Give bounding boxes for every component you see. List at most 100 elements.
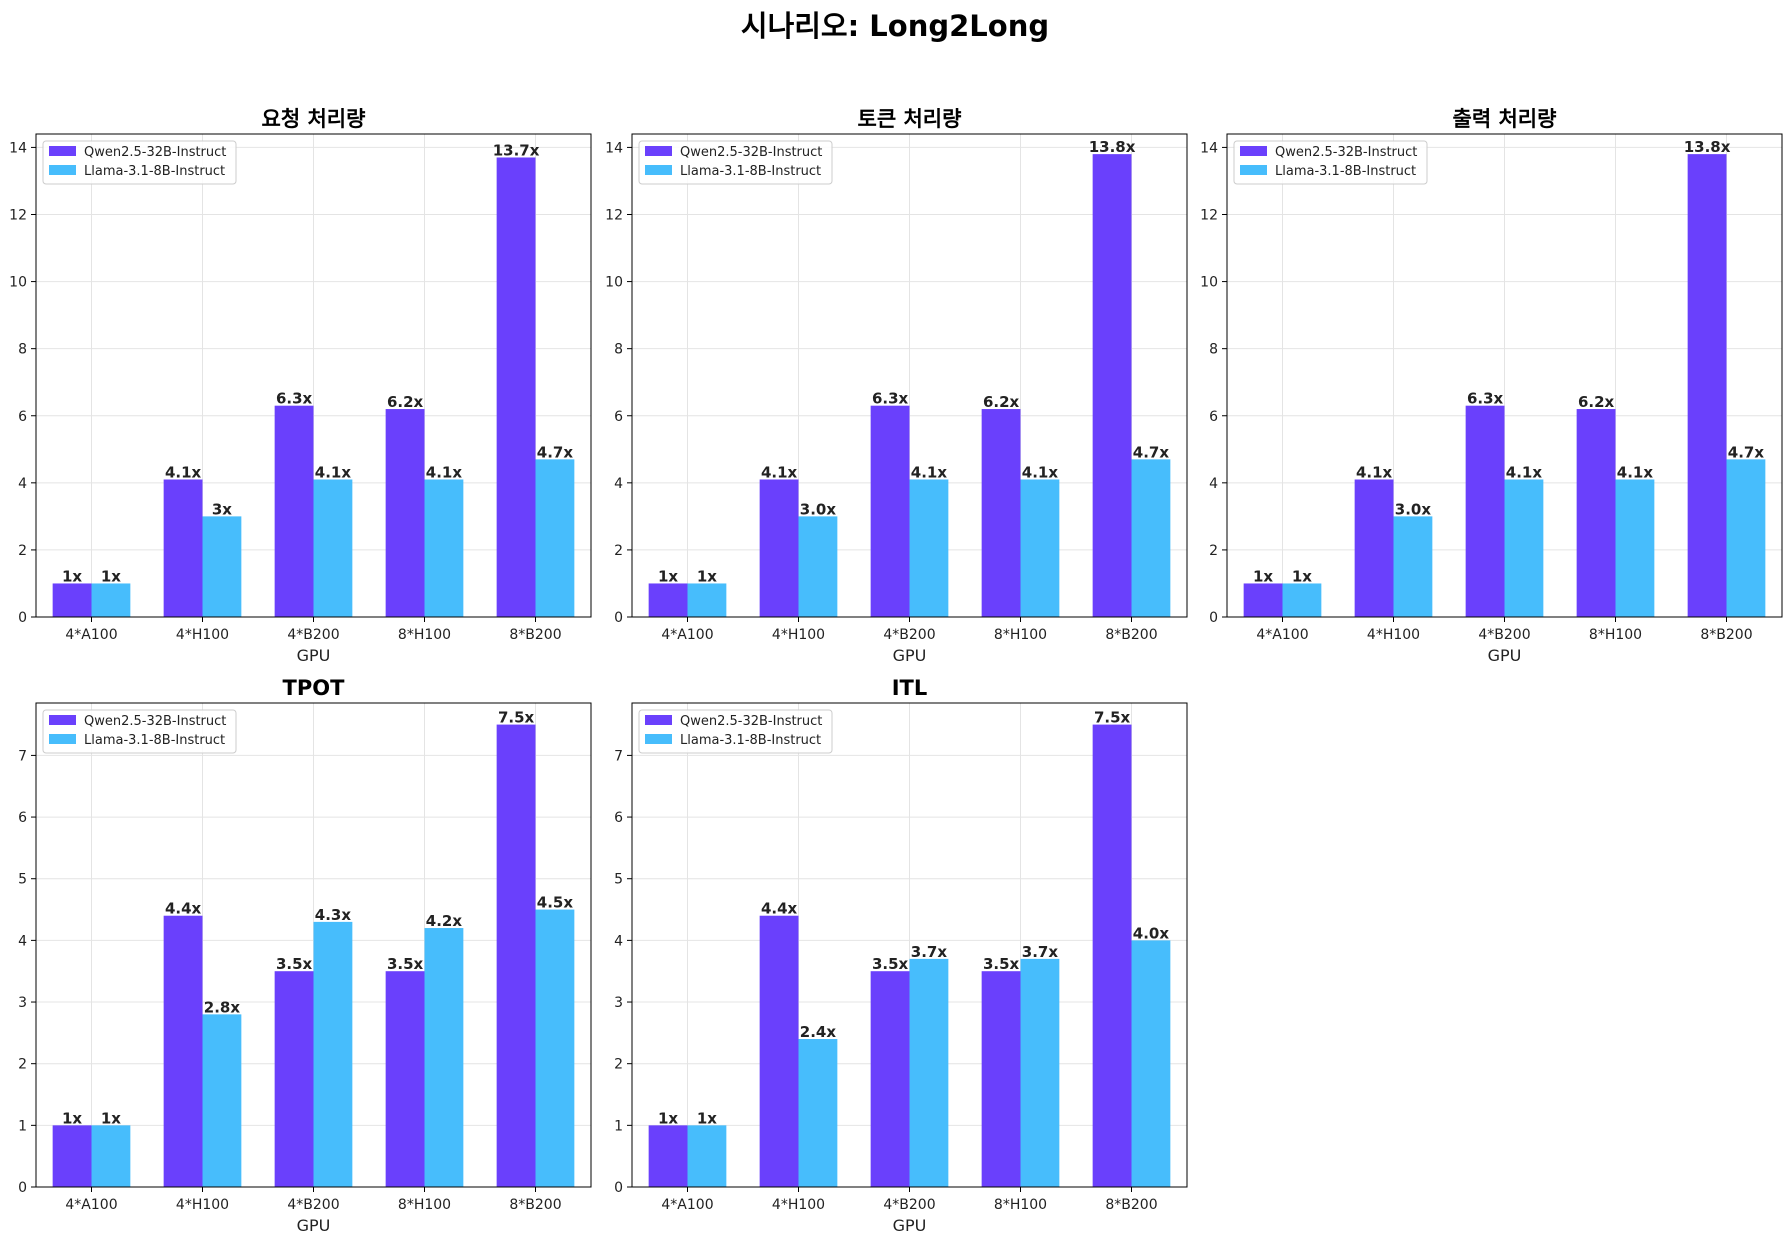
x-tick-label: 4*H100 bbox=[176, 1197, 229, 1213]
y-tick-label: 5 bbox=[18, 872, 27, 888]
bar-value-label: 3x bbox=[212, 500, 232, 518]
y-tick-label: 1 bbox=[614, 1118, 623, 1134]
x-tick-label: 8*H100 bbox=[1589, 627, 1642, 643]
bar bbox=[496, 157, 536, 617]
figure-title: 시나리오: Long2Long bbox=[741, 9, 1049, 43]
subplot-5: 1x 4.4x 3.5x 3.5x 7.5x 1x 2.4x 3.7x 3.7x 4.0x 0 1 2 3… bbox=[614, 676, 1188, 1235]
legend-swatch bbox=[645, 146, 672, 156]
bar bbox=[496, 724, 536, 1187]
x-axis-label: GPU bbox=[893, 1216, 927, 1235]
x-tick-label: 4*A100 bbox=[661, 1197, 713, 1213]
bar-value-label: 1x bbox=[101, 567, 121, 585]
legend-label: Llama-3.1-8B-Instruct bbox=[84, 733, 225, 748]
bar bbox=[385, 971, 425, 1187]
x-tick-label: 4*A100 bbox=[65, 1197, 117, 1213]
bar bbox=[981, 409, 1021, 617]
bar-value-label: 4.1x bbox=[426, 463, 463, 481]
x-tick-label: 8*B200 bbox=[509, 627, 561, 643]
bar-value-label: 6.2x bbox=[983, 393, 1020, 411]
bar bbox=[163, 915, 203, 1187]
x-tick-label: 4*B200 bbox=[1478, 627, 1530, 643]
bar bbox=[52, 1125, 92, 1187]
bar-value-label: 3.7x bbox=[1022, 943, 1059, 961]
bar bbox=[385, 409, 425, 617]
x-tick-label: 8*H100 bbox=[994, 1197, 1047, 1213]
bar-value-label: 3.5x bbox=[983, 955, 1020, 973]
bar bbox=[424, 928, 464, 1187]
bar-value-label: 4.3x bbox=[315, 906, 352, 924]
y-tick-label: 4 bbox=[1209, 476, 1218, 492]
bar-value-label: 1x bbox=[62, 567, 82, 585]
legend-label: Llama-3.1-8B-Instruct bbox=[680, 733, 821, 748]
bar bbox=[1020, 958, 1060, 1187]
bar bbox=[163, 479, 203, 617]
bar-value-label: 1x bbox=[658, 1109, 678, 1127]
bar bbox=[1020, 479, 1060, 617]
y-tick-label: 4 bbox=[614, 476, 623, 492]
legend-label: Qwen2.5-32B-Instruct bbox=[680, 145, 822, 160]
subplot-1: 1x 4.1x 6.3x 6.2x 13.7x 1x 3x 4.1x 4.1x 4.7x 0 2 4 6 8… bbox=[9, 107, 592, 665]
bar bbox=[202, 516, 242, 617]
bar bbox=[870, 971, 910, 1187]
bar bbox=[1687, 154, 1727, 617]
bar bbox=[535, 459, 575, 617]
bar-value-label: 4.1x bbox=[1506, 463, 1543, 481]
y-tick-label: 4 bbox=[614, 933, 623, 949]
subplot-4: 1x 4.4x 3.5x 3.5x 7.5x 1x 2.8x 4.3x 4.2x 4.5x 0 1 2 3… bbox=[18, 676, 592, 1235]
bar-value-label: 4.7x bbox=[1728, 443, 1765, 461]
x-tick-label: 8*B200 bbox=[509, 1197, 561, 1213]
y-tick-label: 10 bbox=[605, 275, 623, 291]
legend-swatch bbox=[645, 715, 672, 725]
bar-value-label: 13.8x bbox=[1089, 138, 1136, 156]
x-tick-label: 4*H100 bbox=[772, 1197, 825, 1213]
bar-value-label: 3.5x bbox=[387, 955, 424, 973]
bar bbox=[1576, 409, 1616, 617]
bar-value-label: 1x bbox=[1292, 567, 1312, 585]
bar bbox=[909, 479, 949, 617]
legend-label: Qwen2.5-32B-Instruct bbox=[84, 714, 226, 729]
legend-swatch bbox=[49, 146, 76, 156]
bar-value-label: 3.5x bbox=[276, 955, 313, 973]
bar bbox=[274, 405, 314, 617]
y-tick-label: 4 bbox=[18, 476, 27, 492]
bar-value-label: 4.0x bbox=[1133, 924, 1170, 942]
y-tick-label: 5 bbox=[614, 872, 623, 888]
y-tick-label: 8 bbox=[18, 342, 27, 358]
bar bbox=[909, 958, 949, 1187]
bar-value-label: 7.5x bbox=[1094, 709, 1131, 727]
bar-value-label: 6.3x bbox=[276, 390, 313, 408]
y-tick-label: 0 bbox=[614, 610, 623, 626]
bar-value-label: 4.2x bbox=[426, 912, 463, 930]
bar bbox=[91, 583, 131, 617]
bar-value-label: 6.2x bbox=[1578, 393, 1615, 411]
legend-swatch bbox=[49, 715, 76, 725]
bar-value-label: 2.8x bbox=[204, 998, 241, 1016]
x-tick-label: 4*B200 bbox=[883, 627, 935, 643]
legend: Qwen2.5-32B-Instruct Llama-3.1-8B-Instruc… bbox=[1233, 140, 1428, 185]
bar bbox=[648, 583, 688, 617]
bar-value-label: 4.1x bbox=[1617, 463, 1654, 481]
y-tick-label: 6 bbox=[1209, 409, 1218, 425]
y-tick-label: 7 bbox=[614, 748, 623, 764]
y-tick-label: 12 bbox=[9, 208, 27, 224]
x-axis-label: GPU bbox=[297, 1216, 331, 1235]
legend-label: Qwen2.5-32B-Instruct bbox=[84, 145, 226, 160]
legend: Qwen2.5-32B-Instruct Llama-3.1-8B-Instruc… bbox=[638, 709, 833, 754]
y-tick-label: 3 bbox=[614, 995, 623, 1011]
x-tick-label: 8*H100 bbox=[398, 627, 451, 643]
bar-value-label: 3.0x bbox=[800, 500, 837, 518]
y-tick-label: 14 bbox=[605, 140, 623, 156]
legend-label: Qwen2.5-32B-Instruct bbox=[1275, 145, 1417, 160]
y-tick-label: 4 bbox=[18, 933, 27, 949]
bar-value-label: 6.3x bbox=[872, 390, 909, 408]
y-tick-label: 2 bbox=[18, 1057, 27, 1073]
bar bbox=[202, 1014, 242, 1187]
x-tick-label: 8*H100 bbox=[398, 1197, 451, 1213]
y-tick-label: 1 bbox=[18, 1118, 27, 1134]
legend-box bbox=[638, 709, 833, 754]
y-tick-label: 2 bbox=[614, 543, 623, 559]
bar-value-label: 3.7x bbox=[911, 943, 948, 961]
x-tick-label: 8*H100 bbox=[994, 627, 1047, 643]
